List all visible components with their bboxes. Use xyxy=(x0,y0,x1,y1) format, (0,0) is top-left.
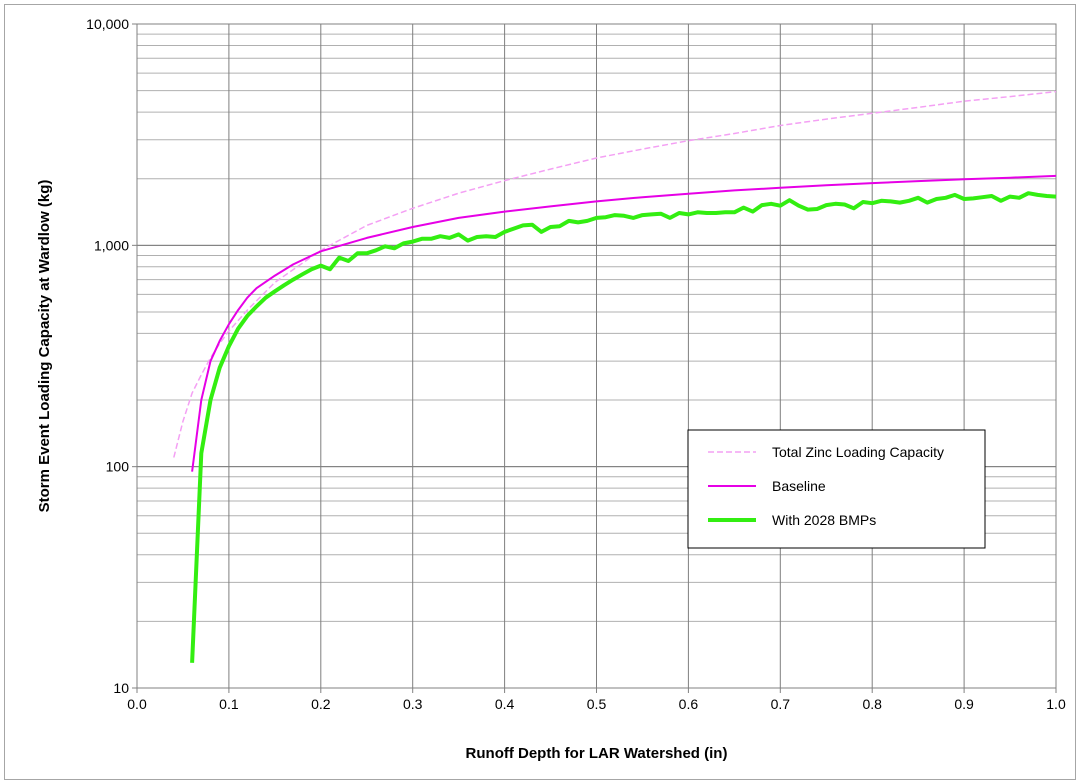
y-tick-label: 100 xyxy=(106,459,130,475)
y-tick-label: 1,000 xyxy=(94,237,129,253)
x-tick-label: 0.8 xyxy=(862,696,882,712)
x-tick-label: 0.1 xyxy=(219,696,239,712)
x-tick-label: 0.5 xyxy=(587,696,607,712)
x-tick-label: 0.7 xyxy=(771,696,791,712)
x-tick-label: 0.3 xyxy=(403,696,423,712)
legend-box xyxy=(687,429,986,549)
legend-label: Total Zinc Loading Capacity xyxy=(772,444,944,460)
y-tick-label: 10,000 xyxy=(86,16,129,32)
chart-frame xyxy=(4,4,1076,780)
y-axis-title: Storm Event Loading Capacity at Wardlow … xyxy=(36,180,53,513)
series-layer xyxy=(173,90,1057,663)
x-tick-label: 0.2 xyxy=(311,696,331,712)
legend: Total Zinc Loading Capacity Baseline With … xyxy=(687,429,986,549)
grid-layer xyxy=(136,23,1057,689)
legend-label: Baseline xyxy=(772,478,826,494)
x-tick-label: 0.6 xyxy=(679,696,699,712)
tick-layer: 0.0 0.1 0.2 0.3 0.4 0.5 0.6 0.7 0.8 0.9 1.0 10 100 1,… xyxy=(86,16,1066,712)
with-2028-bmps-line xyxy=(190,191,1057,663)
total-zinc-loading-capacity-line xyxy=(173,90,1057,458)
x-tick-label: 0.0 xyxy=(127,696,147,712)
x-tick-label: 1.0 xyxy=(1046,696,1066,712)
x-axis-title: Runoff Depth for LAR Watershed (in) xyxy=(466,745,728,762)
x-tick-label: 0.4 xyxy=(495,696,515,712)
y-tick-label: 10 xyxy=(113,680,129,696)
legend-label: With 2028 BMPs xyxy=(772,512,876,528)
x-tick-label: 0.9 xyxy=(954,696,974,712)
baseline-line xyxy=(191,174,1057,472)
